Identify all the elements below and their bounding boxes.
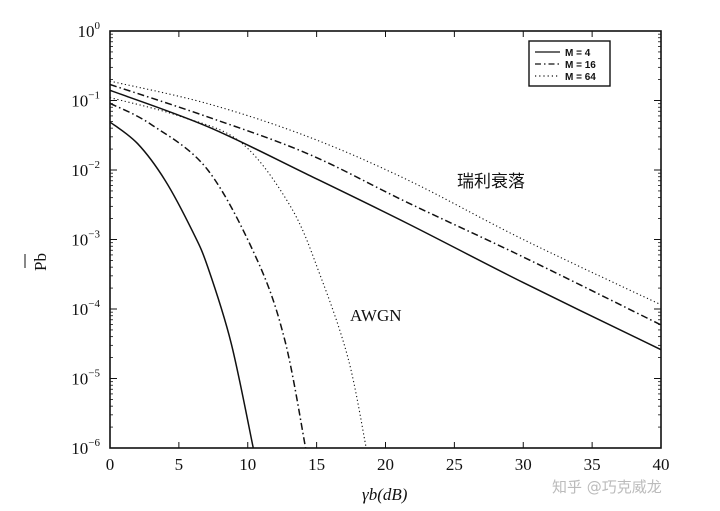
x-tick-label: 25 — [446, 455, 463, 474]
x-tick-label: 15 — [308, 455, 325, 474]
y-tick-label: 10−4 — [71, 298, 100, 319]
annotation-rayleigh: 瑞利衰落 — [457, 172, 525, 191]
y-tick-label: 10−5 — [71, 368, 100, 389]
y-tick-label: 10−1 — [71, 90, 100, 111]
x-tick-label: 5 — [175, 455, 184, 474]
y-tick-label: 10−6 — [71, 437, 100, 458]
x-tick-label: 0 — [106, 455, 115, 474]
y-tick-label: 10−2 — [71, 159, 100, 180]
series-rayleigh-m16 — [109, 83, 662, 326]
x-tick-label: 30 — [515, 455, 532, 474]
x-tick-label: 35 — [584, 455, 601, 474]
watermark: 知乎 @巧克威龙 — [552, 478, 662, 496]
x-tick-label: 20 — [377, 455, 394, 474]
series-rayleigh-m64 — [109, 80, 662, 306]
legend-label-m4: M = 4 — [565, 48, 591, 59]
y-tick-label: 10−3 — [71, 229, 100, 250]
x-tick-label: 10 — [239, 455, 256, 474]
plot-frame — [109, 30, 662, 449]
legend-box — [528, 40, 611, 87]
annotation-awgn: AWGN — [350, 306, 402, 325]
x-axis-label: γb(dB) — [362, 485, 408, 504]
series-awgn-m16 — [109, 102, 307, 449]
legend-label-m64: M = 64 — [565, 72, 596, 83]
series-rayleigh-m4 — [109, 89, 662, 351]
y-tick-label: 100 — [78, 20, 101, 41]
legend: M = 4 M = 16 M = 64 — [528, 40, 611, 87]
series-awgn-m64 — [109, 97, 367, 449]
series-awgn-m4 — [109, 121, 254, 449]
y-axis-label: Pb — [31, 253, 50, 271]
legend-label-m16: M = 16 — [565, 60, 596, 71]
x-tick-label: 40 — [653, 455, 670, 474]
